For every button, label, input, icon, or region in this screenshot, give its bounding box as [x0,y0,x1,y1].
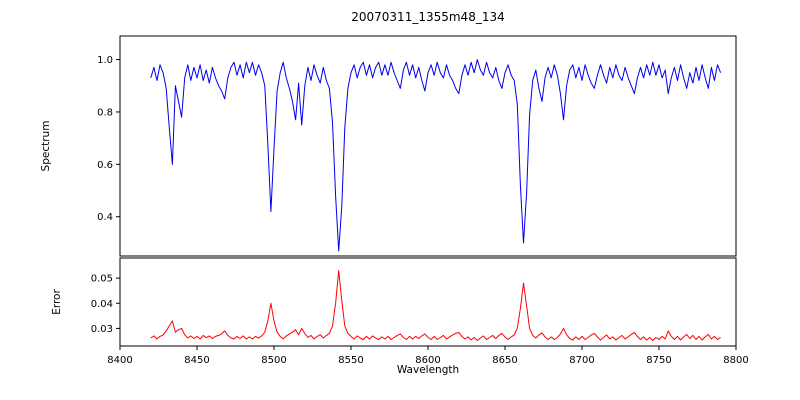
error-y-tick-label: 0.05 [91,274,113,285]
x-tick-label: 8650 [492,355,517,366]
x-tick-label: 8400 [107,355,132,366]
error-panel: 0.03 0.04 0.05 [91,257,737,347]
spectrum-y-tick-label: 0.6 [97,160,113,171]
spectrum-y-tick-label: 0.8 [97,107,113,118]
x-tick-label: 8450 [184,355,209,366]
error-line [150,270,721,341]
x-axis-ticks: 8400 8450 8500 8550 8600 8650 8700 8750 8800 [107,346,749,366]
error-axes-frame [119,257,737,347]
x-tick-label: 8700 [569,355,594,366]
x-tick-label: 8500 [261,355,286,366]
spectrum-y-tick-label: 0.4 [97,212,113,223]
spectrum-y-tick-label: 1.0 [97,55,113,66]
error-y-tick-label: 0.04 [91,299,113,310]
chart-title: 20070311_1355m48_134 [351,10,505,24]
x-tick-label: 8600 [415,355,440,366]
x-tick-label: 8800 [723,355,748,366]
spectrum-axes-frame [119,35,737,257]
error-y-tick-label: 0.03 [91,324,113,335]
x-axis-label: Wavelength [396,364,460,376]
spectrum-line [150,59,722,252]
x-tick-label: 8750 [646,355,671,366]
spectrum-panel: 0.4 0.6 0.8 1.0 [97,35,737,257]
x-tick-label: 8550 [338,355,363,366]
